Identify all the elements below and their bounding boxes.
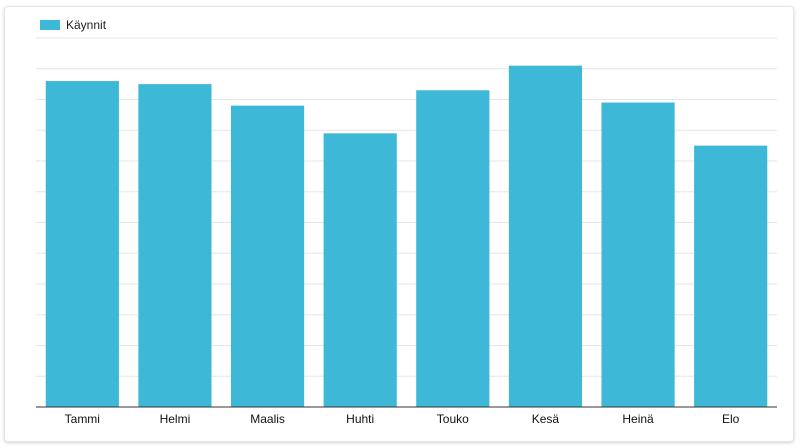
x-tick-label: Touko xyxy=(437,412,469,426)
bar-elo[interactable] xyxy=(694,145,768,407)
x-tick-label: Tammi xyxy=(65,412,100,426)
bar-touko[interactable] xyxy=(416,90,490,408)
x-tick-label: Heinä xyxy=(622,412,654,426)
x-tick-label: Kesä xyxy=(532,412,560,426)
bar-maalis[interactable] xyxy=(230,105,305,408)
x-tick-label: Elo xyxy=(722,412,740,426)
bar-helmi[interactable] xyxy=(138,84,212,407)
bar-tammi[interactable] xyxy=(45,81,119,408)
x-tick-label: Helmi xyxy=(160,412,191,426)
legend-swatch xyxy=(40,20,60,30)
bar-heinä[interactable] xyxy=(601,102,675,407)
x-tick-label: Huhti xyxy=(346,412,374,426)
x-tick-label: Maalis xyxy=(250,412,285,426)
legend-label: Käynnit xyxy=(66,18,107,32)
legend: Käynnit xyxy=(40,18,106,32)
bar-huhti[interactable] xyxy=(323,133,397,407)
bar-kesä[interactable] xyxy=(508,65,583,408)
